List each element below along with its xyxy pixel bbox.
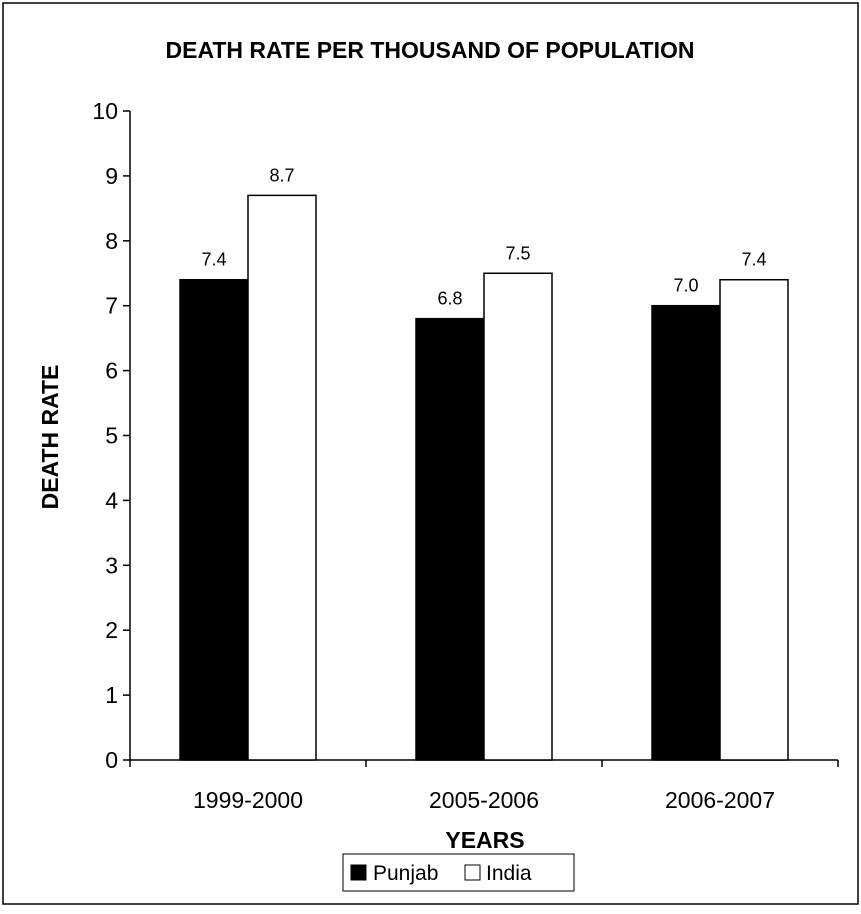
- y-tick-label: 5: [105, 423, 118, 449]
- bar-punjab: [651, 304, 721, 761]
- data-label: 7.5: [505, 243, 530, 263]
- data-label: 7.4: [201, 250, 226, 270]
- y-tick-label: 0: [105, 747, 118, 773]
- data-label: 6.8: [437, 289, 462, 309]
- legend-box: [342, 853, 575, 892]
- bars: [179, 194, 789, 761]
- bar-punjab: [415, 317, 485, 761]
- legend-label-punjab: Punjab: [373, 862, 438, 885]
- bar-india: [483, 272, 553, 761]
- y-tick-label: 8: [105, 228, 118, 254]
- x-tick-labels: 1999-2000 2005-2006 2006-2007: [193, 787, 775, 813]
- bar-india: [719, 278, 789, 761]
- legend-swatch-india: [464, 864, 481, 881]
- y-tick-label: 9: [105, 163, 118, 189]
- data-label: 8.7: [269, 165, 294, 185]
- x-axis-label: YEARS: [445, 827, 524, 853]
- x-tick-label: 1999-2000: [193, 787, 303, 813]
- y-tick-label: 1: [105, 682, 118, 708]
- y-tick-label: 7: [105, 293, 118, 319]
- x-tick-label: 2006-2007: [665, 787, 775, 813]
- legend-label-india: India: [486, 862, 532, 885]
- chart-title: DEATH RATE PER THOUSAND OF POPULATION: [166, 37, 695, 63]
- y-tick-label: 10: [92, 98, 118, 124]
- legend-swatch-punjab: [350, 864, 367, 881]
- y-tick-label: 4: [105, 487, 118, 513]
- data-labels: 7.4 8.7 6.8 7.5 7.0 7.4: [201, 165, 766, 308]
- y-axis-label: DEATH RATE: [37, 365, 63, 510]
- data-label: 7.0: [673, 276, 698, 296]
- x-tick-label: 2005-2006: [429, 787, 539, 813]
- y-tick-label: 6: [105, 358, 118, 384]
- y-tick-label: 3: [105, 552, 118, 578]
- bar-india: [247, 194, 317, 761]
- legend: Punjab India: [342, 853, 575, 892]
- y-tick-label: 2: [105, 617, 118, 643]
- y-tick-labels: 0 1 2 3 4 5 6 7 8 9 10: [92, 98, 118, 773]
- data-label: 7.4: [741, 250, 766, 270]
- bar-punjab: [179, 278, 249, 761]
